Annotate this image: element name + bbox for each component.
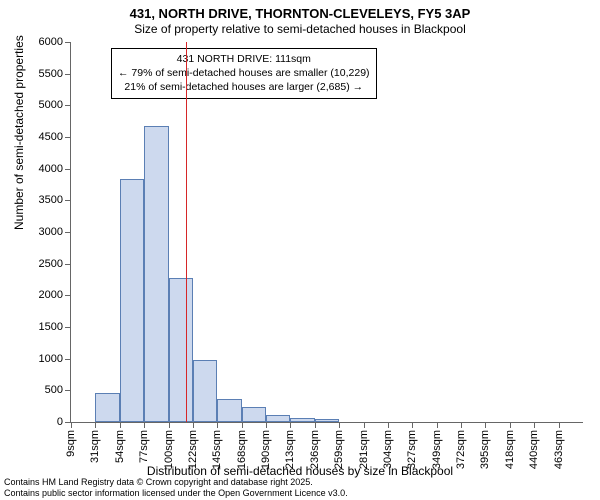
bar — [315, 419, 339, 422]
bar — [193, 360, 217, 422]
x-tick — [95, 422, 96, 428]
y-tick — [65, 74, 71, 75]
chart-title-sub: Size of property relative to semi-detach… — [0, 22, 600, 36]
x-tick — [339, 422, 340, 428]
bar — [266, 415, 290, 422]
footer: Contains HM Land Registry data © Crown c… — [4, 477, 348, 498]
y-tick-label: 1000 — [39, 353, 63, 365]
x-tick — [534, 422, 535, 428]
y-tick-label: 6000 — [39, 36, 63, 48]
y-tick-label: 500 — [45, 384, 63, 396]
x-tick — [144, 422, 145, 428]
x-tick — [242, 422, 243, 428]
y-tick — [65, 295, 71, 296]
y-tick — [65, 327, 71, 328]
y-tick-label: 3500 — [39, 194, 63, 206]
y-tick-label: 4000 — [39, 163, 63, 175]
x-tick-label: 77sqm — [138, 430, 150, 463]
x-tick — [559, 422, 560, 428]
bar — [242, 407, 266, 422]
x-tick — [461, 422, 462, 428]
x-tick — [71, 422, 72, 428]
y-tick-label: 5000 — [39, 99, 63, 111]
y-tick-label: 2500 — [39, 258, 63, 270]
y-tick-label: 5500 — [39, 68, 63, 80]
x-tick — [193, 422, 194, 428]
x-tick — [315, 422, 316, 428]
y-tick — [65, 137, 71, 138]
bar — [290, 418, 314, 422]
y-axis-label: Number of semi-detached properties — [12, 35, 26, 230]
bar — [144, 126, 168, 422]
annotation-line-3: 21% of semi-detached houses are larger (… — [118, 80, 370, 94]
footer-line-1: Contains HM Land Registry data © Crown c… — [4, 477, 348, 487]
chart-title-main: 431, NORTH DRIVE, THORNTON-CLEVELEYS, FY… — [0, 6, 600, 21]
x-tick-label: 54sqm — [114, 430, 126, 463]
x-tick — [169, 422, 170, 428]
x-tick — [217, 422, 218, 428]
bar — [95, 393, 119, 422]
x-tick — [437, 422, 438, 428]
y-tick — [65, 105, 71, 106]
footer-line-2: Contains public sector information licen… — [4, 488, 348, 498]
y-tick — [65, 169, 71, 170]
y-tick — [65, 232, 71, 233]
marker-line — [186, 42, 187, 422]
chart-container: 431, NORTH DRIVE, THORNTON-CLEVELEYS, FY… — [0, 0, 600, 500]
x-tick-label: 31sqm — [89, 430, 101, 463]
bar — [217, 399, 241, 422]
x-tick — [120, 422, 121, 428]
y-tick — [65, 390, 71, 391]
y-tick-label: 0 — [57, 416, 63, 428]
plot-area: 431 NORTH DRIVE: 111sqm ← 79% of semi-de… — [70, 42, 583, 423]
x-tick — [266, 422, 267, 428]
y-tick-label: 4500 — [39, 131, 63, 143]
x-tick — [485, 422, 486, 428]
y-tick — [65, 200, 71, 201]
y-tick-label: 1500 — [39, 321, 63, 333]
y-tick — [65, 42, 71, 43]
annotation-line-2: ← 79% of semi-detached houses are smalle… — [118, 66, 370, 80]
annotation-box: 431 NORTH DRIVE: 111sqm ← 79% of semi-de… — [111, 48, 377, 99]
y-tick — [65, 264, 71, 265]
x-tick — [388, 422, 389, 428]
y-tick — [65, 359, 71, 360]
bar — [169, 278, 193, 422]
x-tick — [290, 422, 291, 428]
y-tick-label: 2000 — [39, 289, 63, 301]
bar — [120, 179, 144, 422]
x-tick — [364, 422, 365, 428]
y-tick-label: 3000 — [39, 226, 63, 238]
x-tick — [510, 422, 511, 428]
annotation-line-1: 431 NORTH DRIVE: 111sqm — [118, 52, 370, 66]
x-tick-label: 9sqm — [65, 430, 77, 457]
x-axis-label: Distribution of semi-detached houses by … — [0, 464, 600, 478]
x-tick — [412, 422, 413, 428]
